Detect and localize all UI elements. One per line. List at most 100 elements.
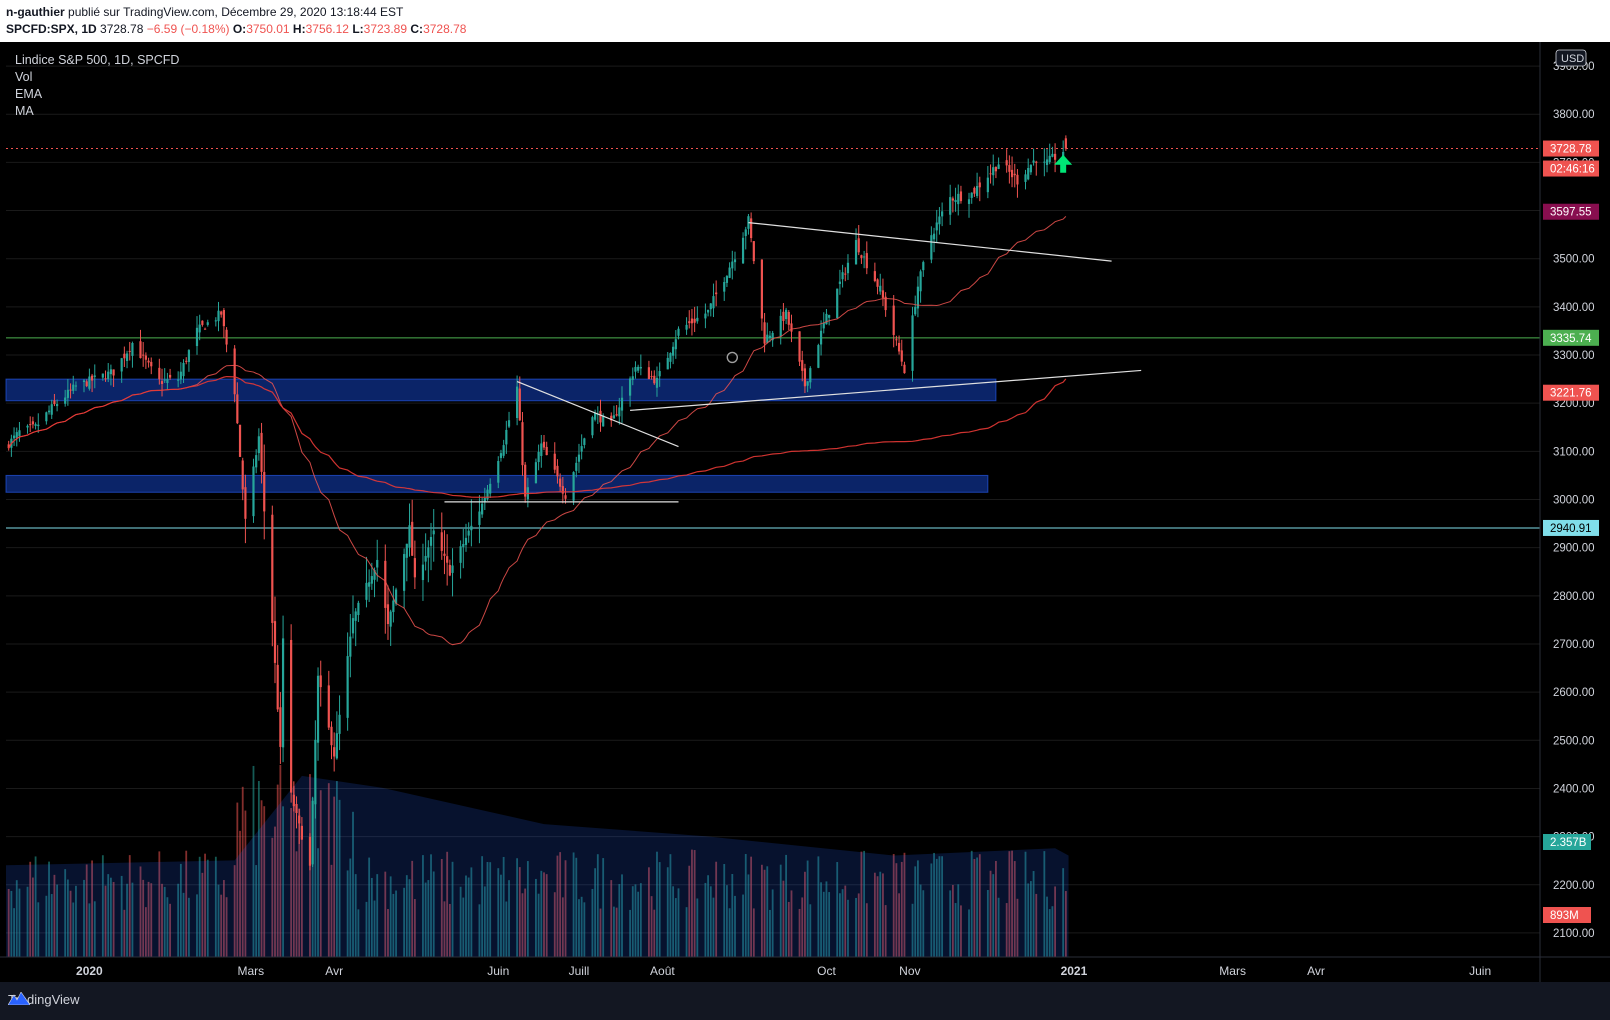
volume-bar — [631, 886, 634, 957]
candle-body — [534, 462, 538, 484]
volume-bar — [1016, 898, 1019, 957]
volume-bar — [126, 883, 128, 957]
volume-bar — [255, 865, 258, 957]
volume-bar — [1011, 850, 1013, 957]
volume-bar — [518, 867, 521, 957]
candle-body — [160, 381, 164, 384]
volume-bar — [917, 860, 919, 957]
trendline — [748, 221, 1112, 262]
candle-body — [591, 417, 594, 436]
candle-body — [69, 389, 72, 391]
candle-body — [696, 317, 699, 322]
legend-vol[interactable]: Vol — [15, 70, 33, 84]
high-value: 3756.12 — [305, 22, 349, 36]
candle-body — [217, 310, 220, 322]
y-tick-label: 2800.00 — [1553, 591, 1595, 603]
candle-body — [241, 460, 244, 490]
volume-bar — [798, 908, 801, 957]
volume-bar — [656, 851, 658, 957]
volume-bar — [50, 894, 53, 957]
candle-body — [93, 375, 96, 377]
candle-body — [817, 345, 820, 368]
volume-bar — [48, 861, 50, 957]
volume-bar — [236, 802, 239, 957]
volume-bar — [677, 888, 680, 957]
candle-body — [822, 323, 825, 329]
open-value: 3750.01 — [246, 22, 290, 36]
volume-bar — [951, 884, 954, 957]
volume-bar — [333, 796, 336, 957]
candle-body — [411, 521, 414, 556]
volume-bar — [1008, 851, 1011, 957]
volume-bar — [602, 858, 605, 957]
volume-bar — [432, 871, 435, 957]
volume-bar — [618, 884, 621, 957]
volume-bar — [914, 866, 917, 957]
volume-bar — [413, 899, 416, 957]
price-label: 3597.55 — [1550, 207, 1592, 219]
price-label-bg — [1543, 384, 1599, 401]
volume-bar — [696, 898, 699, 957]
candle-body — [639, 367, 642, 369]
candle-body — [825, 313, 828, 325]
volume-bar — [185, 850, 188, 957]
candle-body — [29, 424, 32, 426]
candle-body — [973, 187, 976, 194]
volume-bar — [621, 874, 623, 957]
x-tick-label: Avr — [325, 964, 343, 978]
volume-bar — [809, 904, 812, 957]
volume-bar — [1024, 851, 1027, 957]
candle-body — [803, 368, 807, 387]
volume-bar — [66, 879, 69, 957]
volume-bar — [556, 855, 559, 957]
volume-bar — [502, 856, 505, 957]
candle-body — [903, 364, 906, 374]
volume-bar — [311, 797, 314, 957]
candle-body — [881, 290, 885, 298]
candle-body — [556, 465, 559, 477]
candle-body — [489, 483, 492, 494]
candle-body — [1048, 155, 1051, 163]
candle-body — [365, 582, 368, 600]
candle-body — [298, 815, 301, 824]
x-tick-label: Août — [650, 964, 675, 978]
candle-body — [1035, 161, 1038, 163]
candle-body — [88, 376, 91, 389]
volume-bar — [976, 857, 978, 957]
volume-bar — [500, 874, 502, 957]
volume-bar — [933, 852, 935, 957]
candle-body — [1027, 168, 1030, 180]
tradingview-logo[interactable]: TradingView — [8, 992, 80, 1007]
volume-bar — [960, 905, 962, 957]
volume-bar — [365, 901, 368, 957]
volume-bar — [354, 874, 357, 957]
candle-body — [327, 685, 330, 728]
chart-area[interactable]: 2100.002200.002300.002400.002500.002600.… — [0, 42, 1610, 982]
legend-ema[interactable]: EMA — [15, 87, 43, 101]
volume-bar — [553, 892, 556, 957]
volume-bar — [526, 861, 529, 957]
candle-body — [620, 397, 624, 411]
legend-ma[interactable]: MA — [15, 104, 34, 118]
volume-bar — [855, 897, 857, 957]
candle-body — [47, 410, 51, 413]
volume-bar — [327, 783, 330, 957]
candle-body — [421, 564, 425, 581]
volume-bar — [769, 909, 771, 957]
candle-body — [368, 582, 371, 587]
author-name[interactable]: n-gauthier — [6, 5, 65, 19]
candle-body — [938, 216, 941, 225]
volume-bar — [222, 880, 225, 957]
candle-body — [892, 305, 895, 335]
candle-body — [295, 803, 298, 813]
volume-bar — [744, 854, 747, 957]
volume-bar — [594, 868, 597, 957]
legend-title[interactable]: Lindice S&P 500, 1D, SPCFD — [15, 53, 180, 67]
candle-body — [203, 328, 207, 330]
price-chart-svg[interactable]: 2100.002200.002300.002400.002500.002600.… — [0, 42, 1610, 982]
volume-bar — [448, 903, 451, 957]
volume-bar — [521, 893, 524, 957]
candle-body — [787, 311, 790, 325]
candle-body — [408, 525, 411, 548]
volume-bar — [704, 882, 707, 957]
